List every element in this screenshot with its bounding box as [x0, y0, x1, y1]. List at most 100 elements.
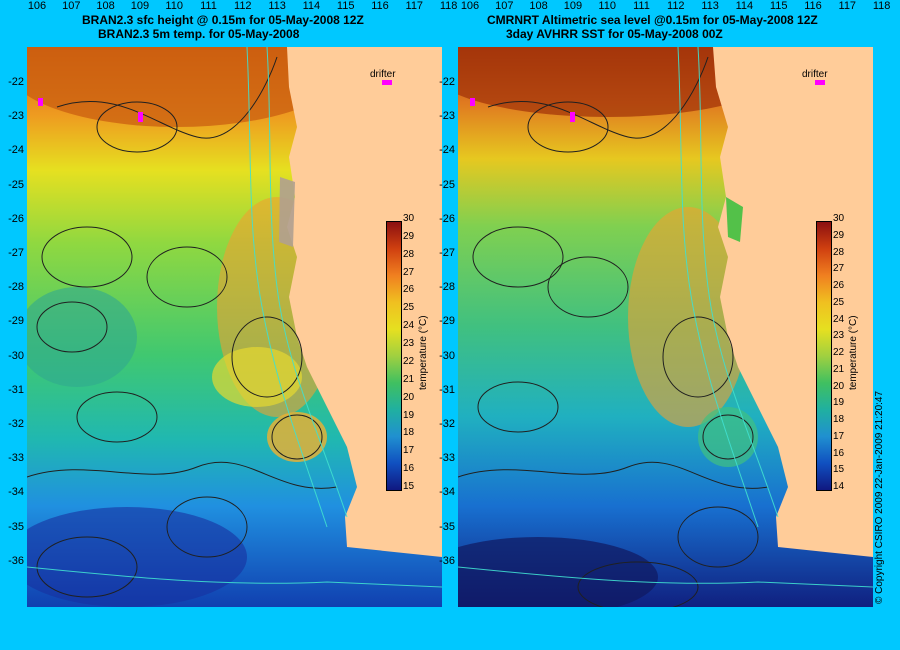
colorbar-tick-label: 22 — [833, 347, 845, 358]
colorbar-tick-label: 22 — [403, 355, 415, 367]
latitude-label: -23 — [8, 110, 24, 123]
longitude-label: 107 — [62, 0, 81, 12]
latitude-label: -31 — [8, 383, 24, 396]
latitude-label: -24 — [439, 144, 455, 157]
latitude-label: -22 — [8, 76, 24, 88]
left-drifter-track-1 — [38, 98, 43, 106]
longitude-label: 106 — [460, 0, 480, 12]
longitude-label: 109 — [130, 0, 150, 12]
longitude-label: 113 — [701, 0, 719, 12]
colorbar-tick-label: 15 — [833, 464, 845, 476]
longitude-label: 118 — [439, 0, 458, 12]
latitude-label: -31 — [439, 383, 455, 396]
colorbar-tick-label: 29 — [403, 230, 415, 242]
colorbar-tick-label: 15 — [403, 481, 415, 492]
latitude-label: -30 — [8, 349, 24, 362]
colorbar-tick-label: 28 — [403, 248, 415, 260]
colorbar-tick-label: 17 — [403, 445, 415, 457]
longitude-label: 112 — [234, 0, 252, 12]
right-drifter-label: drifter — [802, 69, 828, 80]
latitude-label: -28 — [8, 281, 24, 294]
colorbar-tick-label: 19 — [403, 409, 415, 421]
colorbar-tick-label: 18 — [833, 414, 845, 425]
colorbar-tick-label: 19 — [833, 397, 845, 409]
colorbar-tick-label: 14 — [833, 481, 845, 492]
latitude-label: -29 — [439, 315, 455, 328]
latitude-label: -23 — [439, 110, 455, 123]
latitude-label: -29 — [8, 315, 24, 328]
longitude-label: 106 — [27, 0, 47, 12]
colorbar-tick-label: 17 — [833, 430, 845, 442]
latitude-label: -27 — [439, 247, 455, 259]
latitude-label: -34 — [8, 486, 24, 499]
latitude-label: -30 — [439, 349, 455, 362]
latitude-label: -36 — [8, 554, 24, 567]
latitude-label: -25 — [439, 178, 455, 191]
longitude-label: 117 — [838, 0, 857, 12]
left-title-line2: BRAN2.3 5m temp. for 05-May-2008 — [98, 27, 300, 41]
latitude-label: -33 — [439, 452, 455, 465]
colorbar-tick-label: 20 — [833, 380, 845, 392]
colorbar-tick-label: 29 — [833, 229, 845, 241]
latitude-label: -24 — [8, 144, 24, 157]
latitude-label: -35 — [8, 520, 24, 533]
colorbar-tick-label: 21 — [833, 363, 845, 375]
left-title-line1: BRAN2.3 sfc height @ 0.15m for 05-May-20… — [82, 13, 364, 27]
left-map-panel — [27, 47, 442, 607]
latitude-label: -32 — [8, 418, 24, 430]
right-title-line2: 3day AVHRR SST for 05-May-2008 00Z — [506, 27, 723, 41]
longitude-label: 110 — [598, 0, 616, 12]
colorbar-tick-label: 30 — [403, 213, 415, 224]
colorbar-tick-label: 16 — [833, 447, 845, 459]
left-drifter-marker — [382, 80, 392, 85]
latitude-label: -33 — [8, 452, 24, 465]
latitude-label: -25 — [8, 178, 24, 191]
left-colorbar-title: temperature (°C) — [418, 315, 429, 390]
right-colorbar — [816, 221, 832, 491]
copyright-text: © Copyright CSIRO 2009 22-Jan-2009 21:20… — [874, 390, 885, 604]
colorbar-tick-label: 30 — [833, 213, 845, 224]
colorbar-tick-label: 24 — [403, 320, 415, 332]
colorbar-tick-label: 27 — [833, 263, 845, 275]
latitude-label: -36 — [439, 554, 455, 567]
colorbar-tick-label: 23 — [403, 338, 415, 350]
longitude-label: 111 — [633, 0, 650, 12]
longitude-label: 115 — [769, 0, 788, 12]
latitude-label: -32 — [439, 418, 455, 430]
longitude-label: 109 — [563, 0, 583, 12]
colorbar-tick-label: 26 — [403, 284, 415, 296]
right-drifter-marker — [815, 80, 825, 85]
longitude-label: 115 — [336, 0, 355, 12]
colorbar-tick-label: 21 — [403, 373, 415, 385]
colorbar-tick-label: 27 — [403, 266, 415, 278]
colorbar-tick-label: 25 — [403, 302, 415, 314]
colorbar-tick-label: 25 — [833, 296, 845, 308]
longitude-label: 112 — [667, 0, 685, 12]
longitude-label: 114 — [735, 0, 754, 12]
left-map — [27, 47, 442, 607]
left-drifter-label: drifter — [370, 69, 396, 80]
right-drifter-track-1 — [470, 98, 475, 106]
latitude-label: -27 — [8, 247, 24, 259]
longitude-label: 110 — [165, 0, 183, 12]
longitude-label: 113 — [268, 0, 286, 12]
colorbar-tick-label: 26 — [833, 280, 845, 291]
longitude-label: 114 — [302, 0, 321, 12]
colorbar-tick-label: 28 — [833, 246, 845, 258]
longitude-label: 117 — [405, 0, 424, 12]
longitude-label: 116 — [804, 0, 822, 12]
longitude-label: 108 — [529, 0, 548, 12]
longitude-label: 107 — [495, 0, 514, 12]
right-title-line1: CMRNRT Altimetric sea level @0.15m for 0… — [487, 13, 818, 27]
colorbar-tick-label: 23 — [833, 330, 845, 342]
left-colorbar — [386, 221, 402, 491]
right-colorbar-title: temperature (°C) — [848, 315, 859, 390]
right-drifter-track-2 — [570, 112, 575, 122]
colorbar-tick-label: 20 — [403, 391, 415, 403]
right-map-panel — [458, 47, 873, 607]
longitude-label: 116 — [371, 0, 389, 12]
longitude-label: 108 — [96, 0, 115, 12]
latitude-label: -35 — [439, 520, 455, 533]
latitude-label: -22 — [439, 76, 455, 88]
left-drifter-track-2 — [138, 112, 143, 122]
